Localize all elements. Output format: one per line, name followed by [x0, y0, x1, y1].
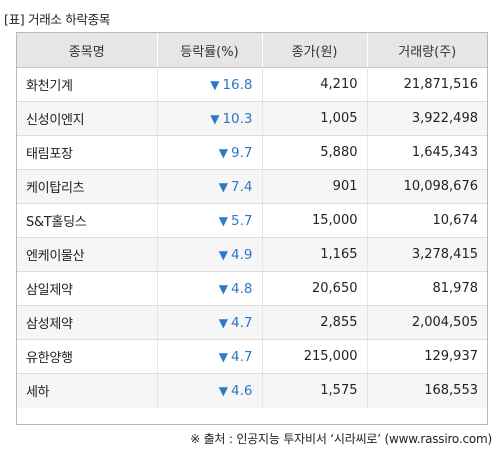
down-arrow-icon: ▼ [218, 349, 229, 364]
stock-name: 엔케이물산 [17, 237, 158, 272]
change-rate-value: 16.8 [222, 76, 253, 93]
source-note: ※ 출처 : 인공지능 투자비서 ‘시라씨로’ (www.rassiro.com… [190, 432, 492, 446]
stock-name: 삼일제약 [17, 271, 158, 306]
trading-volume: 129,937 [367, 339, 487, 374]
trading-volume: 81,978 [367, 271, 487, 306]
trading-volume: 168,553 [367, 373, 487, 408]
change-rate-value: 7.4 [231, 178, 253, 195]
table-caption: [표] 거래소 하락종목 [4, 12, 111, 27]
down-arrow-icon: ▼ [218, 145, 229, 160]
down-arrow-icon: ▼ [218, 383, 229, 398]
trading-volume: 10,098,676 [367, 169, 487, 204]
change-rate-value: 4.7 [231, 314, 253, 331]
stock-name: 세하 [17, 373, 158, 408]
change-rate-cell: ▼ 10.3 [157, 101, 263, 136]
change-rate-value: 9.7 [231, 144, 253, 161]
close-price: 1,005 [262, 101, 368, 136]
trading-volume: 2,004,505 [367, 305, 487, 340]
change-rate-cell: ▼ 9.7 [157, 135, 263, 170]
change-rate-value: 10.3 [222, 110, 253, 127]
change-rate-cell: ▼ 4.7 [157, 305, 263, 340]
close-price: 1,165 [262, 237, 368, 272]
change-rate-cell: ▼ 4.8 [157, 271, 263, 306]
down-arrow-icon: ▼ [218, 247, 229, 262]
stock-name: S&T홀딩스 [17, 203, 158, 238]
header-close-price: 종가(원) [262, 33, 368, 68]
table-row: 화천기계 ▼ 16.8 4,210 21,871,516 [17, 67, 487, 102]
close-price: 901 [262, 169, 368, 204]
close-price: 20,650 [262, 271, 368, 306]
close-price: 215,000 [262, 339, 368, 374]
down-arrow-icon: ▼ [218, 315, 229, 330]
change-rate-value: 4.6 [231, 382, 253, 399]
change-rate-value: 4.8 [231, 280, 253, 297]
table-row: 삼일제약 ▼ 4.8 20,650 81,978 [17, 271, 487, 306]
down-arrow-icon: ▼ [218, 213, 229, 228]
table-row: 케이탑리츠 ▼ 7.4 901 10,098,676 [17, 169, 487, 204]
close-price: 4,210 [262, 67, 368, 102]
table-row: 세하 ▼ 4.6 1,575 168,553 [17, 373, 487, 408]
table-row: 태림포장 ▼ 9.7 5,880 1,645,343 [17, 135, 487, 170]
down-arrow-icon: ▼ [210, 77, 220, 92]
change-rate-cell: ▼ 7.4 [157, 169, 263, 204]
table-row: 엔케이물산 ▼ 4.9 1,165 3,278,415 [17, 237, 487, 272]
table-row: S&T홀딩스 ▼ 5.7 15,000 10,674 [17, 203, 487, 238]
trading-volume: 3,922,498 [367, 101, 487, 136]
stock-table-frame: 종목명 등락률(%) 종가(원) 거래량(주) 화천기계 ▼ 16.8 4,210 21… [16, 32, 488, 425]
table-header-row: 종목명 등락률(%) 종가(원) 거래량(주) [17, 33, 487, 68]
trading-volume: 3,278,415 [367, 237, 487, 272]
down-arrow-icon: ▼ [210, 111, 220, 126]
close-price: 2,855 [262, 305, 368, 340]
table-row: 삼성제약 ▼ 4.7 2,855 2,004,505 [17, 305, 487, 340]
close-price: 15,000 [262, 203, 368, 238]
header-stock-name: 종목명 [17, 33, 158, 68]
stock-name: 신성이엔지 [17, 101, 158, 136]
trading-volume: 1,645,343 [367, 135, 487, 170]
stock-name: 삼성제약 [17, 305, 158, 340]
trading-volume: 10,674 [367, 203, 487, 238]
change-rate-value: 4.9 [231, 246, 253, 263]
header-volume: 거래량(주) [367, 33, 487, 68]
stock-name: 태림포장 [17, 135, 158, 170]
change-rate-value: 5.7 [231, 212, 253, 229]
change-rate-cell: ▼ 16.8 [157, 67, 263, 102]
declining-stocks-table: 종목명 등락률(%) 종가(원) 거래량(주) 화천기계 ▼ 16.8 4,210 21… [17, 33, 487, 408]
change-rate-cell: ▼ 5.7 [157, 203, 263, 238]
change-rate-value: 4.7 [231, 348, 253, 365]
down-arrow-icon: ▼ [218, 179, 229, 194]
change-rate-cell: ▼ 4.9 [157, 237, 263, 272]
change-rate-cell: ▼ 4.7 [157, 339, 263, 374]
header-change-rate: 등락률(%) [157, 33, 263, 68]
down-arrow-icon: ▼ [218, 281, 229, 296]
stock-name: 유한양행 [17, 339, 158, 374]
table-row: 신성이엔지 ▼ 10.3 1,005 3,922,498 [17, 101, 487, 136]
close-price: 5,880 [262, 135, 368, 170]
stock-name: 케이탑리츠 [17, 169, 158, 204]
change-rate-cell: ▼ 4.6 [157, 373, 263, 408]
trading-volume: 21,871,516 [367, 67, 487, 102]
stock-name: 화천기계 [17, 67, 158, 102]
close-price: 1,575 [262, 373, 368, 408]
table-row: 유한양행 ▼ 4.7 215,000 129,937 [17, 339, 487, 374]
